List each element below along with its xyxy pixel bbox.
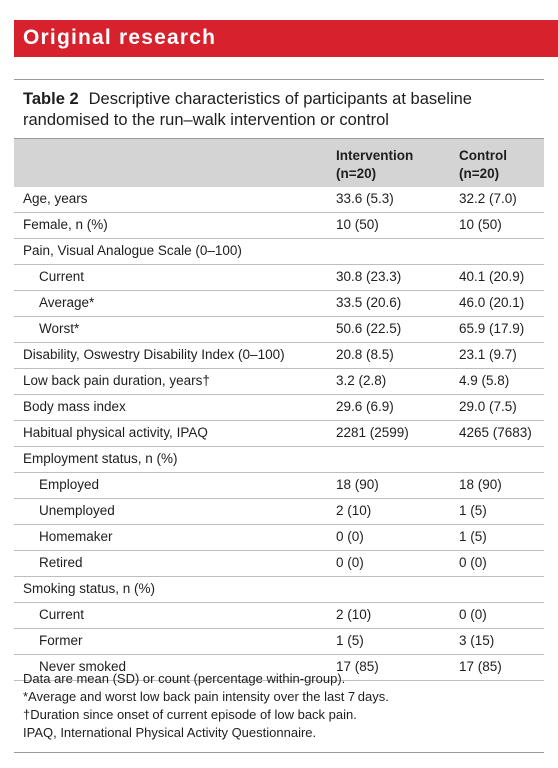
intervention-value: 33.6 (5.3) [336,191,394,206]
control-value: 32.2 (7.0) [459,191,517,206]
table-row: Current 30.8 (23.3) 40.1 (20.9) [14,265,544,291]
control-value: 40.1 (20.9) [459,269,525,284]
table-footnotes: Data are mean (SD) or count (percentage … [23,670,538,742]
intervention-value: 1 (5) [336,633,364,648]
intervention-value: 2 (10) [336,607,372,622]
table-row: Worst* 50.6 (22.5) 65.9 (17.9) [14,317,544,343]
row-label: Worst* [39,321,80,336]
table-row: Average* 33.5 (20.6) 46.0 (20.1) [14,291,544,317]
control-value: 10 (50) [459,217,502,232]
control-value: 29.0 (7.5) [459,399,517,414]
row-label: Homemaker [39,529,113,544]
control-value: 4.9 (5.8) [459,373,510,388]
control-value: 4265 (7683) [459,425,532,440]
control-value: 0 (0) [459,607,487,622]
row-label: Body mass index [23,399,126,414]
table-row: Former 1 (5) 3 (15) [14,629,544,655]
row-label: Current [39,269,85,284]
row-label: Habitual physical activity, IPAQ [23,425,208,440]
column-header-intervention: Intervention (n=20) [336,147,446,183]
intervention-value: 17 (85) [336,659,379,674]
section-title: Original research [23,26,217,49]
row-label: Low back pain duration, years† [23,373,210,388]
intervention-value: 33.5 (20.6) [336,295,402,310]
control-value: 46.0 (20.1) [459,295,525,310]
column-header-control-title: Control [459,148,507,163]
table-row: Current 2 (10) 0 (0) [14,603,544,629]
table-row: Smoking status, n (%) [14,577,544,603]
table-row: Retired 0 (0) 0 (0) [14,551,544,577]
column-header-intervention-title: Intervention [336,148,414,163]
control-value: 1 (5) [459,529,487,544]
intervention-value: 50.6 (22.5) [336,321,402,336]
footnote: IPAQ, International Physical Activity Qu… [23,725,317,740]
table-caption-text: Descriptive characteristics of participa… [23,90,472,129]
row-label: Disability, Oswestry Disability Index (0… [23,347,285,362]
column-header-intervention-n: (n=20) [336,166,377,181]
control-value: 17 (85) [459,659,502,674]
row-label: Age, years [23,191,88,206]
control-value: 65.9 (17.9) [459,321,525,336]
row-label: Smoking status, n (%) [23,581,156,596]
row-label: Pain, Visual Analogue Scale (0–100) [23,243,242,258]
intervention-value: 0 (0) [336,555,364,570]
column-header-control-n: (n=20) [459,166,500,181]
row-label: Female, n (%) [23,217,108,232]
control-value: 3 (15) [459,633,495,648]
table-row: Disability, Oswestry Disability Index (0… [14,343,544,369]
row-label: Average* [39,295,95,310]
table-header: Intervention (n=20) Control (n=20) [14,138,544,187]
table-row: Low back pain duration, years† 3.2 (2.8) 4… [14,369,544,395]
table-row: Employment status, n (%) [14,447,544,473]
row-label: Former [39,633,83,648]
row-label: Employment status, n (%) [23,451,178,466]
control-value: 23.1 (9.7) [459,347,517,362]
table-row: Female, n (%) 10 (50) 10 (50) [14,213,544,239]
table-row: Habitual physical activity, IPAQ 2281 (25… [14,421,544,447]
footnote: Data are mean (SD) or count (percentage … [23,671,346,686]
table-2: Table 2 Descriptive characteristics of pa… [14,79,544,753]
intervention-value: 20.8 (8.5) [336,347,394,362]
intervention-value: 3.2 (2.8) [336,373,387,388]
section-banner: Original research [14,20,558,57]
table-row: Body mass index 29.6 (6.9) 29.0 (7.5) [14,395,544,421]
table-row: Pain, Visual Analogue Scale (0–100) [14,239,544,265]
footnote: *Average and worst low back pain intensi… [23,689,389,704]
intervention-value: 10 (50) [336,217,379,232]
intervention-value: 2281 (2599) [336,425,409,440]
footnote: †Duration since onset of current episode… [23,707,357,722]
control-value: 1 (5) [459,503,487,518]
row-label: Employed [39,477,100,492]
row-label: Retired [39,555,83,570]
intervention-value: 18 (90) [336,477,379,492]
control-value: 18 (90) [459,477,502,492]
intervention-value: 30.8 (23.3) [336,269,402,284]
table-row: Never smoked 17 (85) 17 (85) [14,655,544,681]
table-row: Homemaker 0 (0) 1 (5) [14,525,544,551]
intervention-value: 0 (0) [336,529,364,544]
control-value: 0 (0) [459,555,487,570]
table-caption: Table 2 Descriptive characteristics of pa… [23,89,538,131]
intervention-value: 2 (10) [336,503,372,518]
table-row: Employed 18 (90) 18 (90) [14,473,544,499]
row-label: Unemployed [39,503,115,518]
column-header-control: Control (n=20) [459,147,539,183]
intervention-value: 29.6 (6.9) [336,399,394,414]
table-row: Age, years 33.6 (5.3) 32.2 (7.0) [14,187,544,213]
row-label: Never smoked [39,659,127,674]
row-label: Current [39,607,85,622]
table-body: Age, years 33.6 (5.3) 32.2 (7.0) Female, n … [14,187,544,681]
table-label: Table 2 [23,90,79,108]
table-row: Unemployed 2 (10) 1 (5) [14,499,544,525]
